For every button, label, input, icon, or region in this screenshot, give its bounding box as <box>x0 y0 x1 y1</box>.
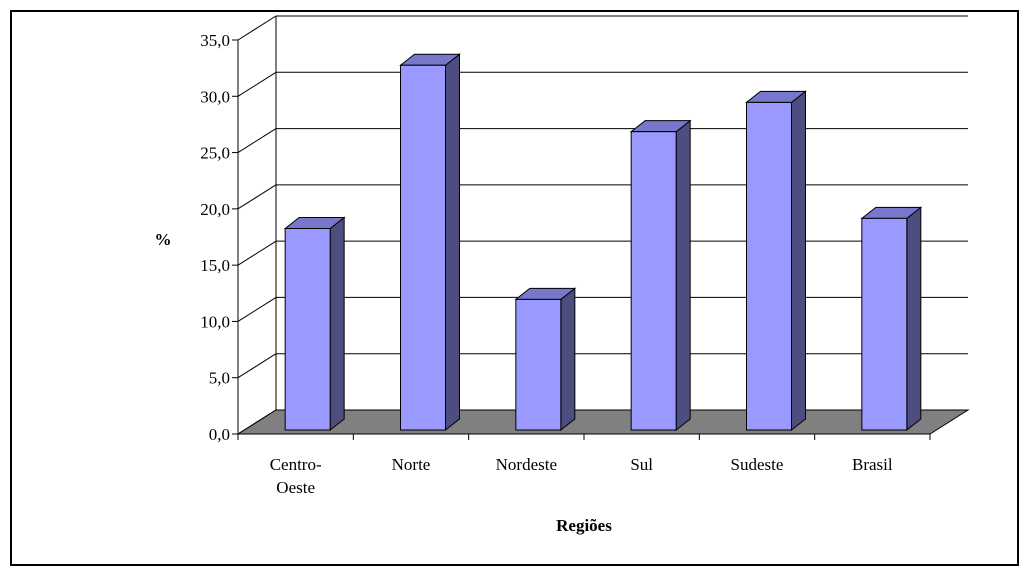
bar-centro-oeste <box>283 216 346 432</box>
y-tick-label: 0,0 <box>209 425 230 444</box>
side-wall-diagonal <box>237 128 277 153</box>
bar-nordeste <box>514 287 577 432</box>
y-tick-label: 5,0 <box>209 369 230 388</box>
x-tick-label: Brasil <box>852 455 893 474</box>
y-tick-label: 35,0 <box>200 31 230 50</box>
side-wall-diagonal <box>237 71 277 97</box>
bar-front <box>400 64 446 431</box>
side-wall-diagonal <box>237 184 277 210</box>
bars-layer <box>283 53 923 432</box>
y-tick-label: 30,0 <box>200 87 230 106</box>
side-wall-diagonal <box>237 353 277 379</box>
y-tick-label: 10,0 <box>200 312 230 331</box>
bar-side <box>560 287 576 432</box>
labels-layer: 0,0 5,0 10,0 15,0 20,0 25,0 30,0 35,0 Centro- Oes… <box>200 31 893 497</box>
bar-side <box>329 216 345 432</box>
x-tick-label: Nordeste <box>496 455 557 474</box>
bar-side <box>906 206 922 432</box>
bar-front <box>515 298 562 431</box>
bar-norte <box>399 53 461 432</box>
bar-sul <box>629 119 692 432</box>
y-tick-label: 25,0 <box>200 144 230 163</box>
bar-sudeste <box>745 90 807 432</box>
x-axis-label: Regiões <box>556 516 612 535</box>
axes-layer <box>232 39 931 440</box>
side-wall-diagonal <box>237 240 277 266</box>
chart-frame <box>10 10 1019 566</box>
bar-side <box>445 53 460 432</box>
x-tick-label: Oeste <box>276 478 315 497</box>
side-wall-diagonal <box>237 15 277 41</box>
grid-layer <box>236 15 970 435</box>
bar-brasil <box>860 206 923 432</box>
bar-side <box>791 90 806 432</box>
x-tick-label: Norte <box>392 455 431 474</box>
bar-front <box>630 131 677 431</box>
x-tick-label: Centro- <box>270 455 322 474</box>
x-tick-label: Sudeste <box>731 455 784 474</box>
y-tick-label: 15,0 <box>200 256 230 275</box>
x-tick-label: Sul <box>630 455 653 474</box>
chart-floor <box>236 409 970 435</box>
side-wall-diagonal <box>237 297 277 322</box>
bar-side <box>675 119 691 432</box>
bar-front <box>746 101 792 431</box>
bar-front <box>861 217 908 431</box>
y-tick-label: 20,0 <box>200 200 230 219</box>
y-axis-label: % <box>155 230 172 249</box>
bar-front <box>284 227 331 431</box>
